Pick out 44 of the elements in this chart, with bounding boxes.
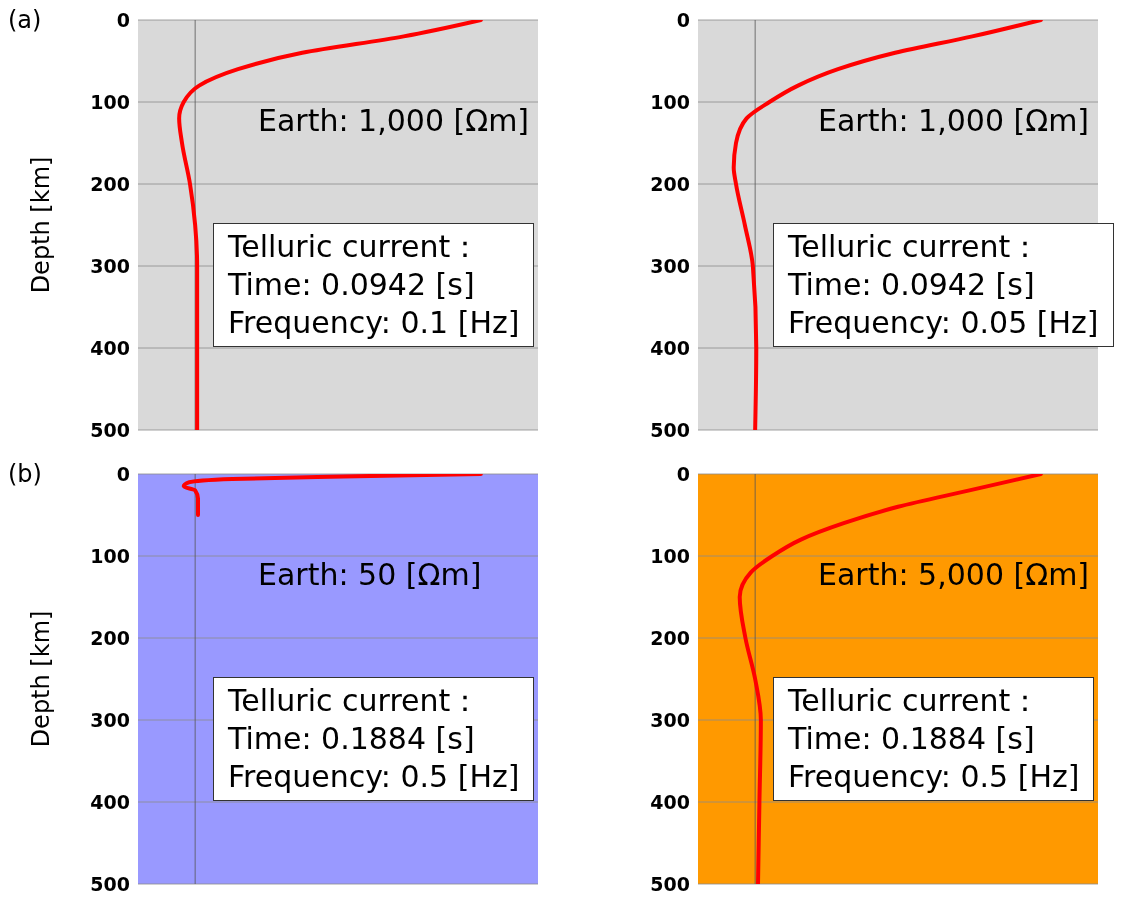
annotation: Earth: 50 [Ωm] <box>258 557 482 592</box>
y-tick-label: 200 <box>90 172 130 195</box>
y-tick-label: 500 <box>650 418 690 441</box>
y-tick-label: 500 <box>90 418 130 441</box>
annotation: Time: 0.0942 [s] <box>788 266 1036 304</box>
y-tick-label: 100 <box>90 90 130 113</box>
annotation: Frequency: 0.5 [Hz] <box>788 758 1080 796</box>
y-axis-title: Depth [km] <box>26 156 55 294</box>
y-tick-label: 400 <box>650 336 690 359</box>
annotation: Telluric current： <box>788 682 1042 720</box>
y-tick-label: 300 <box>650 254 690 277</box>
annotation: Time: 0.0942 [s] <box>228 266 476 304</box>
y-tick-label: 100 <box>650 544 690 567</box>
y-axis-title: Depth [km] <box>26 610 55 748</box>
annotation: Frequency: 0.05 [Hz] <box>788 304 1099 342</box>
annotation: Telluric current： <box>788 228 1042 266</box>
y-tick-label: 500 <box>650 872 690 895</box>
y-tick-label: 300 <box>90 708 130 731</box>
y-tick-label: 200 <box>90 626 130 649</box>
y-tick-label: 200 <box>650 172 690 195</box>
y-tick-label: 100 <box>650 90 690 113</box>
y-tick-label: 400 <box>90 336 130 359</box>
y-tick-label: 0 <box>676 462 690 485</box>
chart-title: (a) <box>8 6 42 34</box>
y-tick-label: 200 <box>650 626 690 649</box>
y-tick-label: 0 <box>676 8 690 31</box>
chart-title: (b) <box>8 460 42 488</box>
annotation: Earth: 1,000 [Ωm] <box>258 103 530 138</box>
annotation: Frequency: 0.1 [Hz] <box>228 304 520 342</box>
y-tick-label: 500 <box>90 872 130 895</box>
y-tick-label: 400 <box>650 790 690 813</box>
y-tick-label: 300 <box>90 254 130 277</box>
y-tick-label: 100 <box>90 544 130 567</box>
annotation: Time: 0.1884 [s] <box>788 720 1036 758</box>
y-tick-label: 0 <box>116 8 130 31</box>
y-tick-label: 300 <box>650 708 690 731</box>
annotation: Telluric current： <box>228 682 482 720</box>
annotation: Time: 0.1884 [s] <box>228 720 476 758</box>
annotation: Earth: 5,000 [Ωm] <box>818 557 1090 592</box>
y-tick-label: 0 <box>116 462 130 485</box>
annotation: Frequency: 0.5 [Hz] <box>228 758 520 796</box>
y-tick-label: 400 <box>90 790 130 813</box>
annotation: Telluric current： <box>228 228 482 266</box>
annotation: Earth: 1,000 [Ωm] <box>818 103 1090 138</box>
